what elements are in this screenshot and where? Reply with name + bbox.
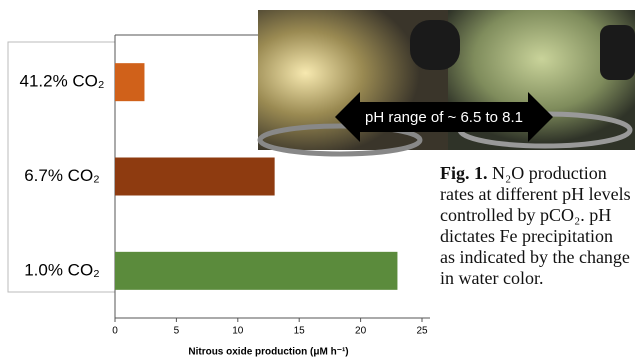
y-tick-label: 41.2% CO₂ <box>19 72 104 91</box>
x-tick-label: 25 <box>416 326 428 337</box>
photo: pH range of ~ 6.5 to 8.1 <box>258 10 635 154</box>
bar <box>115 252 397 290</box>
x-tick-label: 20 <box>355 326 367 337</box>
page: 0 5 10 15 20 25 Nitrous oxide production (μM h… <box>0 0 635 361</box>
x-tick-label: 0 <box>112 326 118 337</box>
x-tick-label: 5 <box>174 326 180 337</box>
annotation: pH range of ~ 6.5 to 8.1 <box>365 109 523 126</box>
x-tick-label: 10 <box>232 326 244 337</box>
caption: Fig. 1. N₂O production rates at differen… <box>440 163 632 289</box>
x-axis-label: Nitrous oxide production (μM h⁻¹) <box>188 347 348 358</box>
bar <box>115 63 144 101</box>
y-tick-label: 6.7% CO₂ <box>24 166 100 185</box>
x-tick-label: 15 <box>294 326 306 337</box>
y-tick-label: 1.0% CO₂ <box>24 260 100 279</box>
bar <box>115 158 275 196</box>
caption-label: Fig. 1. <box>440 163 488 183</box>
